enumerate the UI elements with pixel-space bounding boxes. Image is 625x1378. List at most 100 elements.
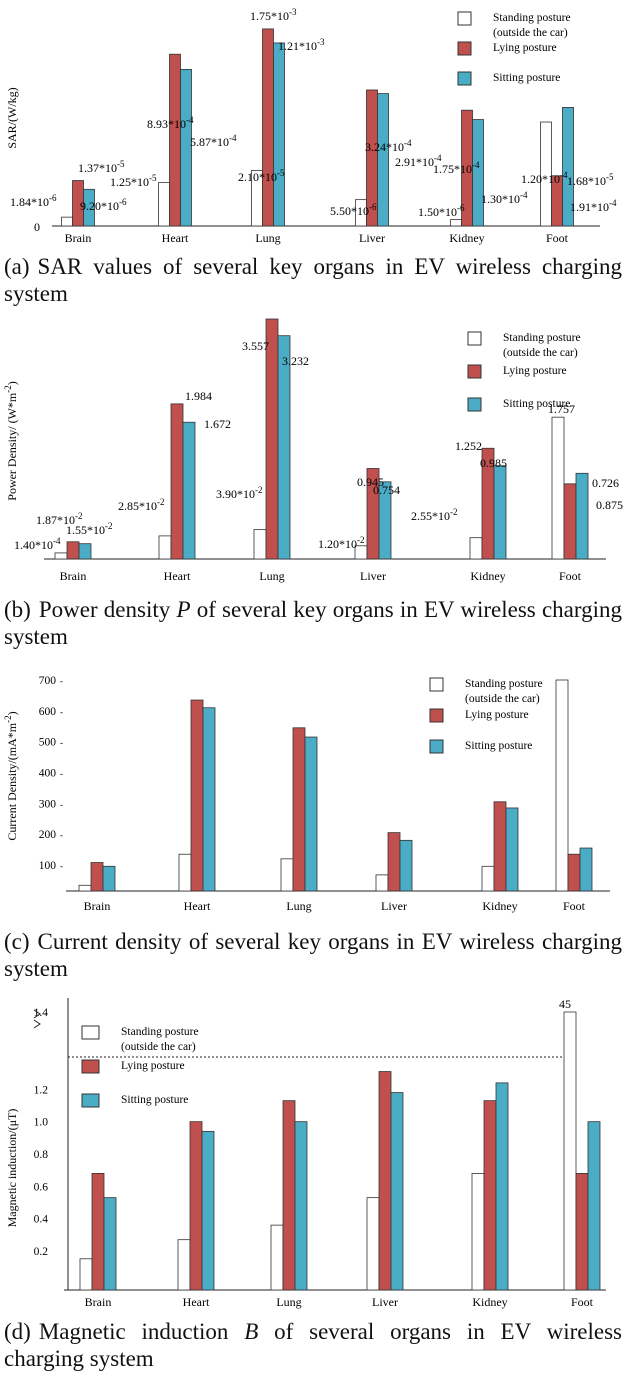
caption-c-text: Current density of several key organs in… bbox=[4, 929, 622, 981]
chart-b-svg: Power Density/ (W*m-2) Brain Heart Lung Live… bbox=[3, 318, 623, 583]
y-tick-label-1-2-d: 1.2 bbox=[34, 1084, 49, 1096]
bar-lying-heart-c bbox=[190, 699, 204, 892]
bar-lying-foot-b bbox=[563, 483, 577, 560]
data-label-lying-lung-b: 3.557 bbox=[242, 339, 269, 353]
bar-lying-brain-c bbox=[90, 862, 104, 892]
caption-a-label: (a) bbox=[4, 254, 30, 279]
bar-lying-brain-b bbox=[66, 541, 80, 560]
bar-standing-lung-b bbox=[253, 529, 267, 560]
data-label-lying-foot-a: 1.68*10-5 bbox=[567, 172, 614, 188]
caption-b-symbol: P bbox=[176, 597, 191, 622]
legend-swatch-sitting-a bbox=[457, 71, 472, 86]
bar-sitting-kidney-d bbox=[495, 1082, 509, 1291]
caption-d: (d) Magnetic induction B of several organ… bbox=[4, 1318, 622, 1372]
bar-lying-brain-d bbox=[91, 1172, 105, 1291]
legend-swatch-standing-a bbox=[457, 11, 472, 26]
y-axis-label-c: Current Density/(mA*m-2) bbox=[3, 711, 19, 840]
chart-panel-d: 0.2 0.4 0.6 0.8 1.0 1.2 1.4 Magnetic induction/… bbox=[0, 988, 625, 1316]
bar-standing-foot-c bbox=[555, 679, 569, 892]
x-tick-label-kidney-c: Kidney bbox=[482, 899, 517, 913]
y-tick-label-300-c: 300 bbox=[39, 798, 57, 810]
bar-standing-kidney-c bbox=[481, 865, 495, 892]
x-tick-label-kidney-b: Kidney bbox=[470, 569, 505, 583]
bar-standing-brain-b bbox=[54, 552, 68, 560]
legend-label-sitting-a: Sitting posture bbox=[493, 72, 560, 84]
bar-lying-kidney-d bbox=[483, 1100, 497, 1291]
chart-panel-c: 100-200-300-400-500-600-700- Current Dens… bbox=[0, 658, 625, 924]
x-tick-label-heart-c: Heart bbox=[184, 899, 211, 913]
bar-sitting-brain-b bbox=[78, 543, 92, 560]
bar-sitting-lung-a bbox=[273, 42, 285, 227]
caption-a: (a) SAR values of several key organs in E… bbox=[4, 253, 622, 307]
caption-d-text: Magnetic induction bbox=[38, 1319, 229, 1344]
x-tick-label-kidney-a: Kidney bbox=[449, 231, 484, 245]
caption-b-text: Power density bbox=[38, 597, 171, 622]
y-tick-label-0-a: 0 bbox=[34, 220, 40, 234]
bar-sitting-liver-d bbox=[390, 1092, 404, 1291]
bar-sitting-liver-c bbox=[399, 839, 413, 892]
y-tick-label-500-c: 500 bbox=[39, 737, 57, 749]
caption-b: (b) Power density P of several key organs… bbox=[4, 596, 622, 650]
data-label-sitting-heart-a: 5.87*10-4 bbox=[190, 133, 237, 149]
y-tick-mark-500-c: - bbox=[60, 738, 63, 748]
legend-swatch-lying-c bbox=[429, 708, 444, 723]
y-tick-label-400-c: 400 bbox=[39, 768, 57, 780]
data-label-sitting-liver-b: 0.754 bbox=[373, 483, 400, 497]
bar-standing-foot-b bbox=[551, 416, 565, 560]
legend-swatch-standing-d bbox=[81, 1025, 100, 1040]
legend-label-sitting-b: Sitting posture bbox=[503, 398, 570, 410]
data-label-sitting-foot-b: 0.875 bbox=[596, 498, 623, 512]
legend-label-lying-c: Lying posture bbox=[465, 709, 529, 721]
data-label-lying-brain-b: 1.87*10-2 bbox=[36, 511, 83, 527]
x-tick-label-foot-a: Foot bbox=[546, 231, 569, 245]
bar-sitting-foot-d bbox=[587, 1121, 601, 1291]
y-axis-label-a: SAR/(W/kg) bbox=[5, 87, 19, 148]
bar-sitting-lung-b bbox=[277, 335, 291, 560]
data-label-standing-heart-a: 1.25*10-5 bbox=[110, 173, 157, 189]
y-tick-label-700-c: 700 bbox=[39, 675, 57, 687]
chart-a-svg: 0 SAR/(W/kg) Brain Heart Lung Liver Kidney Foot… bbox=[5, 7, 617, 245]
x-tick-label-brain-a: Brain bbox=[65, 231, 92, 245]
legend-label-standing-line2-c: (outside the car) bbox=[465, 693, 540, 705]
data-label-lying-liver-b: 0.945 bbox=[357, 475, 384, 489]
legend-label-sitting-d: Sitting posture bbox=[121, 1094, 188, 1106]
data-label-sitting-heart-b: 1.672 bbox=[204, 417, 231, 431]
data-label-sitting-foot-a: 1.91*10-4 bbox=[570, 198, 617, 214]
chart-panel-b: Power Density/ (W*m-2) Brain Heart Lung Live… bbox=[0, 315, 625, 593]
y-tick-mark-400-c: - bbox=[60, 769, 63, 779]
caption-d-text-2: of several organs in EV wireless chargin… bbox=[4, 1319, 623, 1371]
x-tick-label-heart-b: Heart bbox=[164, 569, 191, 583]
caption-d-label: (d) bbox=[4, 1319, 31, 1344]
data-label-standing-kidney-b: 2.55*10-2 bbox=[411, 507, 458, 523]
bar-lying-heart-a bbox=[169, 53, 181, 227]
legend-label-standing-line2-b: (outside the car) bbox=[503, 347, 578, 359]
bar-standing-heart-a bbox=[158, 182, 170, 227]
bar-standing-heart-c bbox=[178, 853, 192, 892]
y-tick-label-100-c: 100 bbox=[39, 860, 57, 872]
bar-sitting-kidney-b bbox=[493, 465, 507, 560]
axis-break-icon bbox=[33, 1009, 41, 1029]
data-label-standing-heart-b: 2.85*10-2 bbox=[118, 497, 165, 513]
data-label-lying-kidney-b: 1.252 bbox=[455, 439, 482, 453]
legend-swatch-lying-a bbox=[457, 41, 472, 56]
bar-standing-heart-d bbox=[177, 1239, 191, 1291]
bar-standing-brain-a bbox=[61, 216, 73, 227]
bar-sitting-liver-a bbox=[377, 93, 389, 227]
bar-lying-foot-c bbox=[567, 853, 581, 892]
y-tick-mark-700-c: - bbox=[60, 676, 63, 686]
y-axis-label-b: Power Density/ (W*m-2) bbox=[3, 381, 19, 500]
bar-standing-liver-c bbox=[375, 874, 389, 892]
bar-standing-lung-c bbox=[280, 858, 294, 892]
y-tick-label-0-2-d: 0.2 bbox=[34, 1246, 49, 1258]
data-label-standing-lung-b: 3.90*10-2 bbox=[216, 485, 263, 501]
bar-lying-lung-c bbox=[292, 727, 306, 892]
legend-swatch-sitting-d bbox=[81, 1093, 100, 1108]
legend-label-standing-line2-d: (outside the car) bbox=[121, 1041, 196, 1053]
legend-swatch-sitting-c bbox=[429, 739, 444, 754]
bar-standing-kidney-a bbox=[450, 219, 462, 227]
bar-sitting-liver-b bbox=[378, 481, 392, 560]
legend-label-lying-a: Lying posture bbox=[493, 42, 557, 54]
legend-swatch-standing-c bbox=[429, 677, 444, 692]
legend-label-standing-b: Standing posture bbox=[503, 332, 581, 344]
bar-standing-brain-c bbox=[78, 884, 92, 892]
